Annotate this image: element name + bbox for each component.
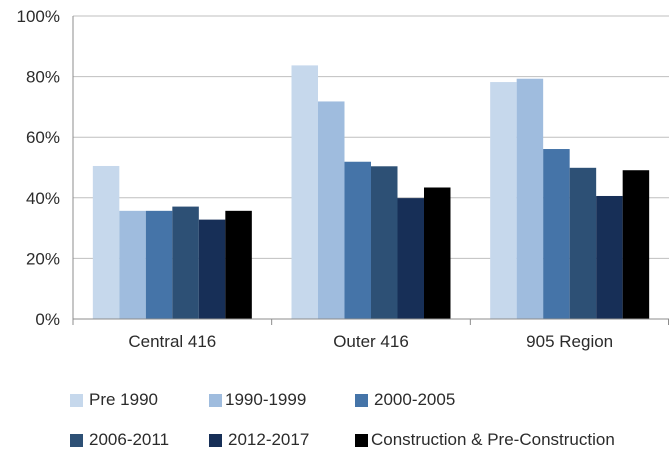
y-tick-label: 100%	[17, 7, 60, 26]
y-tick-label: 20%	[26, 249, 60, 268]
bar	[543, 149, 570, 319]
bar	[622, 170, 650, 319]
x-category-label: Central 416	[128, 332, 216, 351]
legend-swatch	[209, 393, 222, 407]
x-category-label: 905 Region	[526, 332, 613, 351]
legend-label: Construction & Pre-Construction	[371, 430, 615, 449]
x-axis-category-labels: Central 416 Outer 416 905 Region	[128, 332, 613, 351]
y-axis-tick-labels: 0% 20% 40% 60% 80% 100%	[17, 7, 60, 329]
bar	[318, 101, 345, 319]
legend-swatch	[209, 433, 222, 447]
x-category-label: Outer 416	[333, 332, 409, 351]
legend-label: 2012-2017	[228, 430, 310, 449]
bar	[225, 210, 252, 319]
bar	[119, 210, 146, 319]
bar	[424, 187, 451, 319]
legend-item-construction: Construction & Pre-Construction	[355, 430, 615, 450]
bar	[92, 165, 120, 319]
legend-item-2000-2005: 2000-2005	[355, 390, 455, 410]
y-tick-label: 80%	[26, 68, 60, 87]
legend-label: 2006-2011	[89, 430, 170, 449]
legend-item-2012-2017: 2012-2017	[209, 430, 309, 450]
bar	[291, 65, 318, 319]
bar	[490, 82, 517, 319]
bar	[397, 198, 424, 319]
bar	[596, 195, 623, 319]
bar	[516, 78, 544, 319]
bar	[172, 206, 199, 319]
legend-swatch	[355, 433, 368, 447]
legend-label: 1990-1999	[225, 390, 307, 409]
legend-item-1990-1999: 1990-1999	[209, 390, 306, 410]
legend-swatch	[70, 393, 83, 407]
legend-label: 2000-2005	[374, 390, 456, 409]
y-tick-label: 60%	[26, 128, 60, 147]
legend-item-2006-2011: 2006-2011	[70, 430, 169, 450]
bars	[92, 65, 650, 319]
legend-label: Pre 1990	[89, 390, 158, 409]
legend-swatch	[70, 433, 83, 447]
bar	[145, 210, 173, 319]
bar	[198, 219, 226, 319]
y-tick-label: 0%	[35, 310, 60, 329]
bar	[371, 166, 398, 319]
legend-swatch	[355, 393, 368, 407]
legend: Pre 1990 1990-1999 2000-2005 2006-2011 2…	[0, 378, 669, 451]
bar	[344, 161, 371, 319]
bar	[569, 167, 597, 319]
legend-item-pre-1990: Pre 1990	[70, 390, 158, 410]
y-tick-label: 40%	[26, 189, 60, 208]
